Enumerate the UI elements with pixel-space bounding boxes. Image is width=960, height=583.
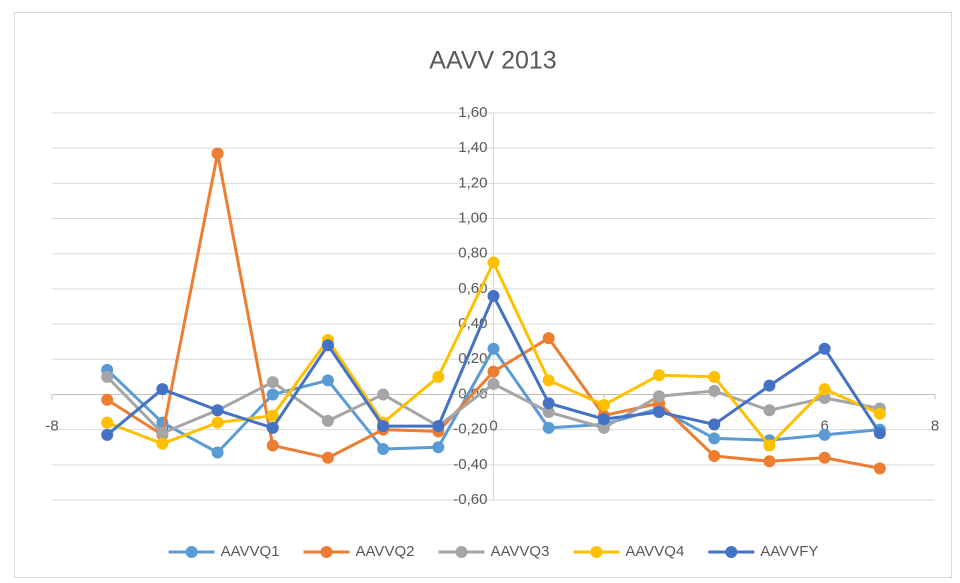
data-point bbox=[432, 370, 445, 383]
data-point bbox=[542, 397, 555, 410]
x-tick-label: 8 bbox=[931, 417, 939, 434]
data-point bbox=[708, 370, 721, 383]
data-point bbox=[266, 409, 279, 422]
legend-label: AAVVQ4 bbox=[625, 543, 684, 560]
x-tick-label: -8 bbox=[45, 417, 58, 434]
data-point bbox=[763, 439, 776, 452]
data-point bbox=[432, 441, 445, 454]
data-point bbox=[321, 414, 334, 427]
y-tick-label: 1,00 bbox=[458, 210, 487, 227]
data-point bbox=[542, 332, 555, 345]
data-point bbox=[101, 416, 114, 429]
y-tick-label: 1,40 bbox=[458, 139, 487, 156]
data-point bbox=[321, 374, 334, 387]
data-point bbox=[211, 416, 224, 429]
data-point bbox=[542, 406, 555, 419]
data-point bbox=[101, 428, 114, 441]
data-point bbox=[818, 451, 831, 464]
data-point bbox=[708, 384, 721, 397]
data-point bbox=[873, 462, 886, 475]
data-point bbox=[653, 390, 666, 403]
data-point bbox=[597, 421, 610, 434]
data-point bbox=[101, 393, 114, 406]
data-point bbox=[873, 427, 886, 440]
data-point bbox=[156, 437, 169, 450]
data-point bbox=[432, 420, 445, 433]
legend-marker bbox=[455, 546, 468, 558]
data-point bbox=[597, 413, 610, 426]
data-point bbox=[763, 455, 776, 468]
data-point bbox=[487, 377, 500, 390]
y-tick-label: -0,60 bbox=[453, 491, 487, 508]
legend-label: AAVVQ1 bbox=[221, 543, 280, 560]
data-point bbox=[266, 388, 279, 401]
legend-item: AAVVQ2 bbox=[303, 543, 415, 560]
data-point bbox=[818, 391, 831, 404]
legend-marker bbox=[320, 546, 333, 558]
data-point bbox=[653, 406, 666, 419]
data-point bbox=[266, 439, 279, 452]
data-point bbox=[708, 432, 721, 445]
data-point bbox=[377, 388, 390, 401]
data-point bbox=[211, 404, 224, 417]
data-point bbox=[542, 374, 555, 387]
legend-item: AAVVQ3 bbox=[438, 543, 549, 560]
chart-title: AAVV 2013 bbox=[429, 47, 556, 75]
data-point bbox=[487, 289, 500, 302]
legend-item: AAVVQ4 bbox=[573, 543, 684, 560]
legend-label: AAVVQ3 bbox=[490, 543, 549, 560]
data-point bbox=[873, 407, 886, 420]
data-point bbox=[377, 442, 390, 455]
data-point bbox=[818, 428, 831, 441]
data-point bbox=[818, 342, 831, 355]
y-tick-label: -0,40 bbox=[453, 456, 487, 473]
legend-marker bbox=[725, 546, 738, 558]
data-point bbox=[156, 427, 169, 440]
legend-item: AAVVQ1 bbox=[168, 543, 280, 560]
legend-label: AAVVQ2 bbox=[356, 543, 415, 560]
data-point bbox=[377, 420, 390, 433]
legend-label: AAVVFY bbox=[760, 543, 818, 560]
data-point bbox=[763, 404, 776, 417]
data-point bbox=[818, 383, 831, 396]
data-point bbox=[653, 369, 666, 382]
data-point bbox=[101, 370, 114, 383]
x-tick-label: 0 bbox=[489, 417, 497, 434]
data-point bbox=[597, 399, 610, 412]
x-tick-label: 6 bbox=[820, 417, 828, 434]
y-tick-label: 1,20 bbox=[458, 174, 487, 191]
y-tick-label: 0,80 bbox=[458, 245, 487, 262]
y-tick-label: 1,60 bbox=[458, 104, 487, 121]
data-point bbox=[321, 339, 334, 352]
legend-marker bbox=[185, 546, 198, 558]
chart-frame bbox=[14, 12, 952, 578]
data-point bbox=[487, 256, 500, 269]
data-point bbox=[266, 421, 279, 434]
data-point bbox=[542, 421, 555, 434]
data-point bbox=[211, 446, 224, 459]
data-point bbox=[708, 418, 721, 431]
data-point bbox=[763, 379, 776, 392]
data-point bbox=[321, 451, 334, 464]
data-point bbox=[487, 342, 500, 355]
legend-item: AAVVFY bbox=[708, 543, 818, 560]
data-point bbox=[708, 450, 721, 463]
data-point bbox=[211, 147, 224, 160]
data-point bbox=[487, 365, 500, 378]
data-point bbox=[266, 376, 279, 389]
legend-marker bbox=[590, 546, 603, 558]
y-tick-label: -0,20 bbox=[453, 421, 487, 438]
data-point bbox=[156, 383, 169, 396]
